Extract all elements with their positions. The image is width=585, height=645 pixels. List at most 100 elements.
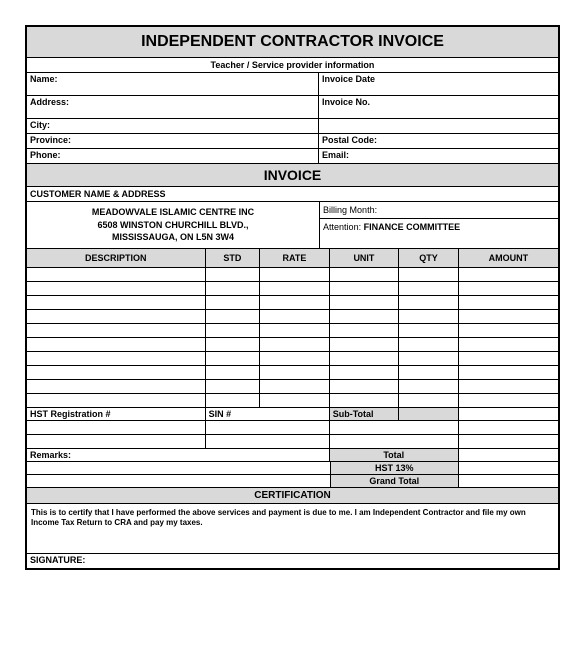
line-item-cell [330,366,399,379]
remarks-total-row: Remarks: Total [27,449,558,462]
name-label: Name: [27,73,319,95]
subtotal-label: Sub-Total [330,408,400,420]
customer-heading: CUSTOMER NAME & ADDRESS [27,187,558,202]
line-item-cell [27,296,206,309]
customer-line1: 6508 WINSTON CHURCHILL BLVD., [29,219,317,232]
line-item-cell [459,268,558,281]
line-item-cell [459,324,558,337]
line-item-row [27,338,558,352]
reg-blank-1 [27,421,558,435]
line-item-cell [206,282,261,295]
line-item-cell [206,366,261,379]
line-item-cell [330,352,399,365]
line-item-cell [399,380,459,393]
attention-label: Attention: [323,222,361,232]
line-item-cell [459,282,558,295]
line-item-cell [27,366,206,379]
remarks-blank1 [27,462,330,474]
line-item-cell [260,352,329,365]
registration-row: HST Registration # SIN # Sub-Total [27,408,558,421]
customer-address: MEADOWVALE ISLAMIC CENTRE INC 6508 WINST… [27,202,319,248]
line-item-cell [260,268,329,281]
line-item-cell [459,310,558,323]
main-title: INDEPENDENT CONTRACTOR INVOICE [27,27,558,58]
billing-month: Billing Month: [320,202,558,219]
invoice-no-label: Invoice No. [319,96,558,118]
col-rate: RATE [260,249,329,267]
signature-label: SIGNATURE: [27,554,558,568]
line-item-row [27,352,558,366]
line-item-cell [459,394,558,407]
hst-value [459,462,558,474]
line-item-cell [459,380,558,393]
line-item-cell [260,338,329,351]
line-item-cell [260,282,329,295]
email-label: Email: [319,149,558,163]
city-label: City: [27,119,319,133]
line-item-cell [27,310,206,323]
customer-line2: MISSISSAUGA, ON L5N 3W4 [29,231,317,244]
hst-label: HST 13% [330,462,459,474]
line-item-cell [206,394,261,407]
line-item-row [27,268,558,282]
invoice-heading: INVOICE [27,164,558,187]
line-item-cell [206,352,261,365]
line-item-cell [27,338,206,351]
line-item-cell [330,282,399,295]
line-item-cell [459,296,558,309]
invoice-form: INDEPENDENT CONTRACTOR INVOICE Teacher /… [25,25,560,570]
grid-body [27,268,558,408]
provider-info-label: Teacher / Service provider information [27,58,558,73]
line-item-cell [459,338,558,351]
line-item-row [27,296,558,310]
line-item-row [27,380,558,394]
line-item-cell [260,366,329,379]
line-item-row [27,366,558,380]
hst-reg-label: HST Registration # [27,408,206,420]
line-item-row [27,310,558,324]
line-item-cell [206,310,261,323]
line-item-cell [27,324,206,337]
line-item-cell [27,268,206,281]
line-item-cell [206,380,261,393]
line-item-cell [330,324,399,337]
line-item-cell [260,380,329,393]
grid-header: DESCRIPTION STD RATE UNIT QTY AMOUNT [27,248,558,268]
address-label: Address: [27,96,319,118]
line-item-cell [206,338,261,351]
line-item-cell [260,324,329,337]
col-amount: AMOUNT [459,249,558,267]
invoice-date-label: Invoice Date [319,73,558,95]
certification-text: This is to certify that I have performed… [27,504,558,554]
attention-value: FINANCE COMMITTEE [364,222,461,232]
province-label: Province: [27,134,319,148]
city-blank [319,119,558,133]
subtotal-value [399,408,459,420]
hst-row: HST 13% [27,462,558,475]
line-item-cell [260,394,329,407]
line-item-cell [399,394,459,407]
line-item-cell [399,310,459,323]
line-item-cell [27,394,206,407]
line-item-cell [459,352,558,365]
line-item-cell [399,282,459,295]
line-item-cell [399,366,459,379]
line-item-cell [330,380,399,393]
line-item-cell [206,324,261,337]
line-item-cell [27,352,206,365]
col-unit: UNIT [330,249,399,267]
line-item-cell [330,394,399,407]
line-item-cell [330,310,399,323]
line-item-cell [260,310,329,323]
subtotal-amount [459,408,558,420]
line-item-cell [260,296,329,309]
line-item-cell [399,352,459,365]
line-item-cell [459,366,558,379]
line-item-cell [206,268,261,281]
remarks-blank2 [27,475,330,487]
line-item-cell [330,268,399,281]
line-item-row [27,282,558,296]
line-item-cell [27,282,206,295]
grand-row: Grand Total [27,475,558,488]
line-item-cell [399,338,459,351]
